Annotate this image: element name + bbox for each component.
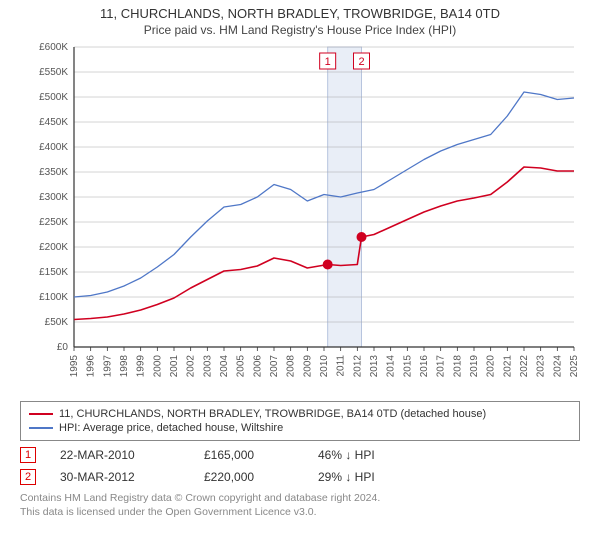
svg-text:2020: 2020	[486, 355, 497, 378]
chart-titles: 11, CHURCHLANDS, NORTH BRADLEY, TROWBRID…	[0, 0, 600, 37]
svg-text:2016: 2016	[419, 355, 430, 378]
footer-line2: This data is licensed under the Open Gov…	[20, 505, 580, 519]
legend-box: 11, CHURCHLANDS, NORTH BRADLEY, TROWBRID…	[20, 401, 580, 441]
svg-text:£150K: £150K	[39, 267, 68, 278]
footer-line1: Contains HM Land Registry data © Crown c…	[20, 491, 580, 505]
svg-text:£250K: £250K	[39, 217, 68, 228]
svg-text:2024: 2024	[552, 355, 563, 378]
annotation-pct-1: 46% ↓ HPI	[318, 448, 438, 462]
svg-text:1996: 1996	[86, 355, 97, 378]
svg-text:1997: 1997	[102, 355, 113, 378]
svg-text:£100K: £100K	[39, 292, 68, 303]
svg-text:2018: 2018	[452, 355, 463, 378]
svg-text:2019: 2019	[469, 355, 480, 378]
svg-text:£0: £0	[57, 342, 69, 353]
price-line-chart: £0 £50K £100K £150K £200K £250K £300K £350K £400…	[20, 43, 580, 393]
svg-text:2007: 2007	[269, 355, 280, 378]
svg-text:2004: 2004	[219, 355, 230, 378]
chart-container: £0 £50K £100K £150K £200K £250K £300K £350K £400…	[20, 43, 580, 393]
svg-text:2003: 2003	[202, 355, 213, 378]
annotation-row-2: 2 30-MAR-2012 £220,000 29% ↓ HPI	[20, 469, 580, 485]
annotation-marker-1: 1	[20, 447, 36, 463]
svg-text:2023: 2023	[536, 355, 547, 378]
svg-text:2017: 2017	[436, 355, 447, 378]
annotation-row-1: 1 22-MAR-2010 £165,000 46% ↓ HPI	[20, 447, 580, 463]
annotation-pct-2: 29% ↓ HPI	[318, 470, 438, 484]
svg-text:2011: 2011	[336, 355, 347, 377]
svg-text:£450K: £450K	[39, 117, 68, 128]
legend-text-hpi: HPI: Average price, detached house, Wilt…	[59, 422, 283, 434]
svg-text:2010: 2010	[319, 355, 330, 378]
svg-text:2012: 2012	[352, 355, 363, 378]
svg-text:2022: 2022	[519, 355, 530, 378]
svg-text:£500K: £500K	[39, 92, 68, 103]
svg-text:2000: 2000	[152, 355, 163, 378]
legend-swatch-property	[29, 413, 53, 415]
title-line2: Price paid vs. HM Land Registry's House …	[0, 23, 600, 37]
svg-text:2013: 2013	[369, 355, 380, 378]
svg-text:2021: 2021	[502, 355, 513, 378]
legend-item-hpi: HPI: Average price, detached house, Wilt…	[29, 422, 571, 434]
svg-text:£400K: £400K	[39, 142, 68, 153]
svg-text:2006: 2006	[252, 355, 263, 378]
svg-text:£350K: £350K	[39, 167, 68, 178]
svg-text:2: 2	[358, 56, 364, 68]
svg-text:2005: 2005	[236, 355, 247, 378]
annotation-date-2: 30-MAR-2012	[60, 470, 180, 484]
legend-item-property: 11, CHURCHLANDS, NORTH BRADLEY, TROWBRID…	[29, 408, 571, 420]
svg-text:1995: 1995	[69, 355, 80, 378]
svg-text:£550K: £550K	[39, 67, 68, 78]
annotation-price-2: £220,000	[204, 470, 294, 484]
svg-text:2008: 2008	[286, 355, 297, 378]
svg-text:2002: 2002	[186, 355, 197, 378]
svg-text:2001: 2001	[169, 355, 180, 378]
title-line1: 11, CHURCHLANDS, NORTH BRADLEY, TROWBRID…	[0, 6, 600, 21]
annotation-rows: 1 22-MAR-2010 £165,000 46% ↓ HPI 2 30-MA…	[20, 447, 580, 485]
svg-text:2015: 2015	[402, 355, 413, 378]
annotation-price-1: £165,000	[204, 448, 294, 462]
footer-note: Contains HM Land Registry data © Crown c…	[20, 491, 580, 519]
svg-text:2025: 2025	[569, 355, 580, 378]
svg-text:2014: 2014	[386, 355, 397, 378]
svg-text:£600K: £600K	[39, 43, 68, 53]
svg-text:1: 1	[325, 56, 331, 68]
svg-text:£300K: £300K	[39, 192, 68, 203]
annotation-marker-2: 2	[20, 469, 36, 485]
svg-text:2009: 2009	[302, 355, 313, 378]
legend-text-property: 11, CHURCHLANDS, NORTH BRADLEY, TROWBRID…	[59, 408, 486, 420]
svg-text:£200K: £200K	[39, 242, 68, 253]
annotation-date-1: 22-MAR-2010	[60, 448, 180, 462]
legend-swatch-hpi	[29, 427, 53, 429]
svg-text:1998: 1998	[119, 355, 130, 378]
svg-text:£50K: £50K	[45, 317, 69, 328]
svg-text:1999: 1999	[136, 355, 147, 378]
